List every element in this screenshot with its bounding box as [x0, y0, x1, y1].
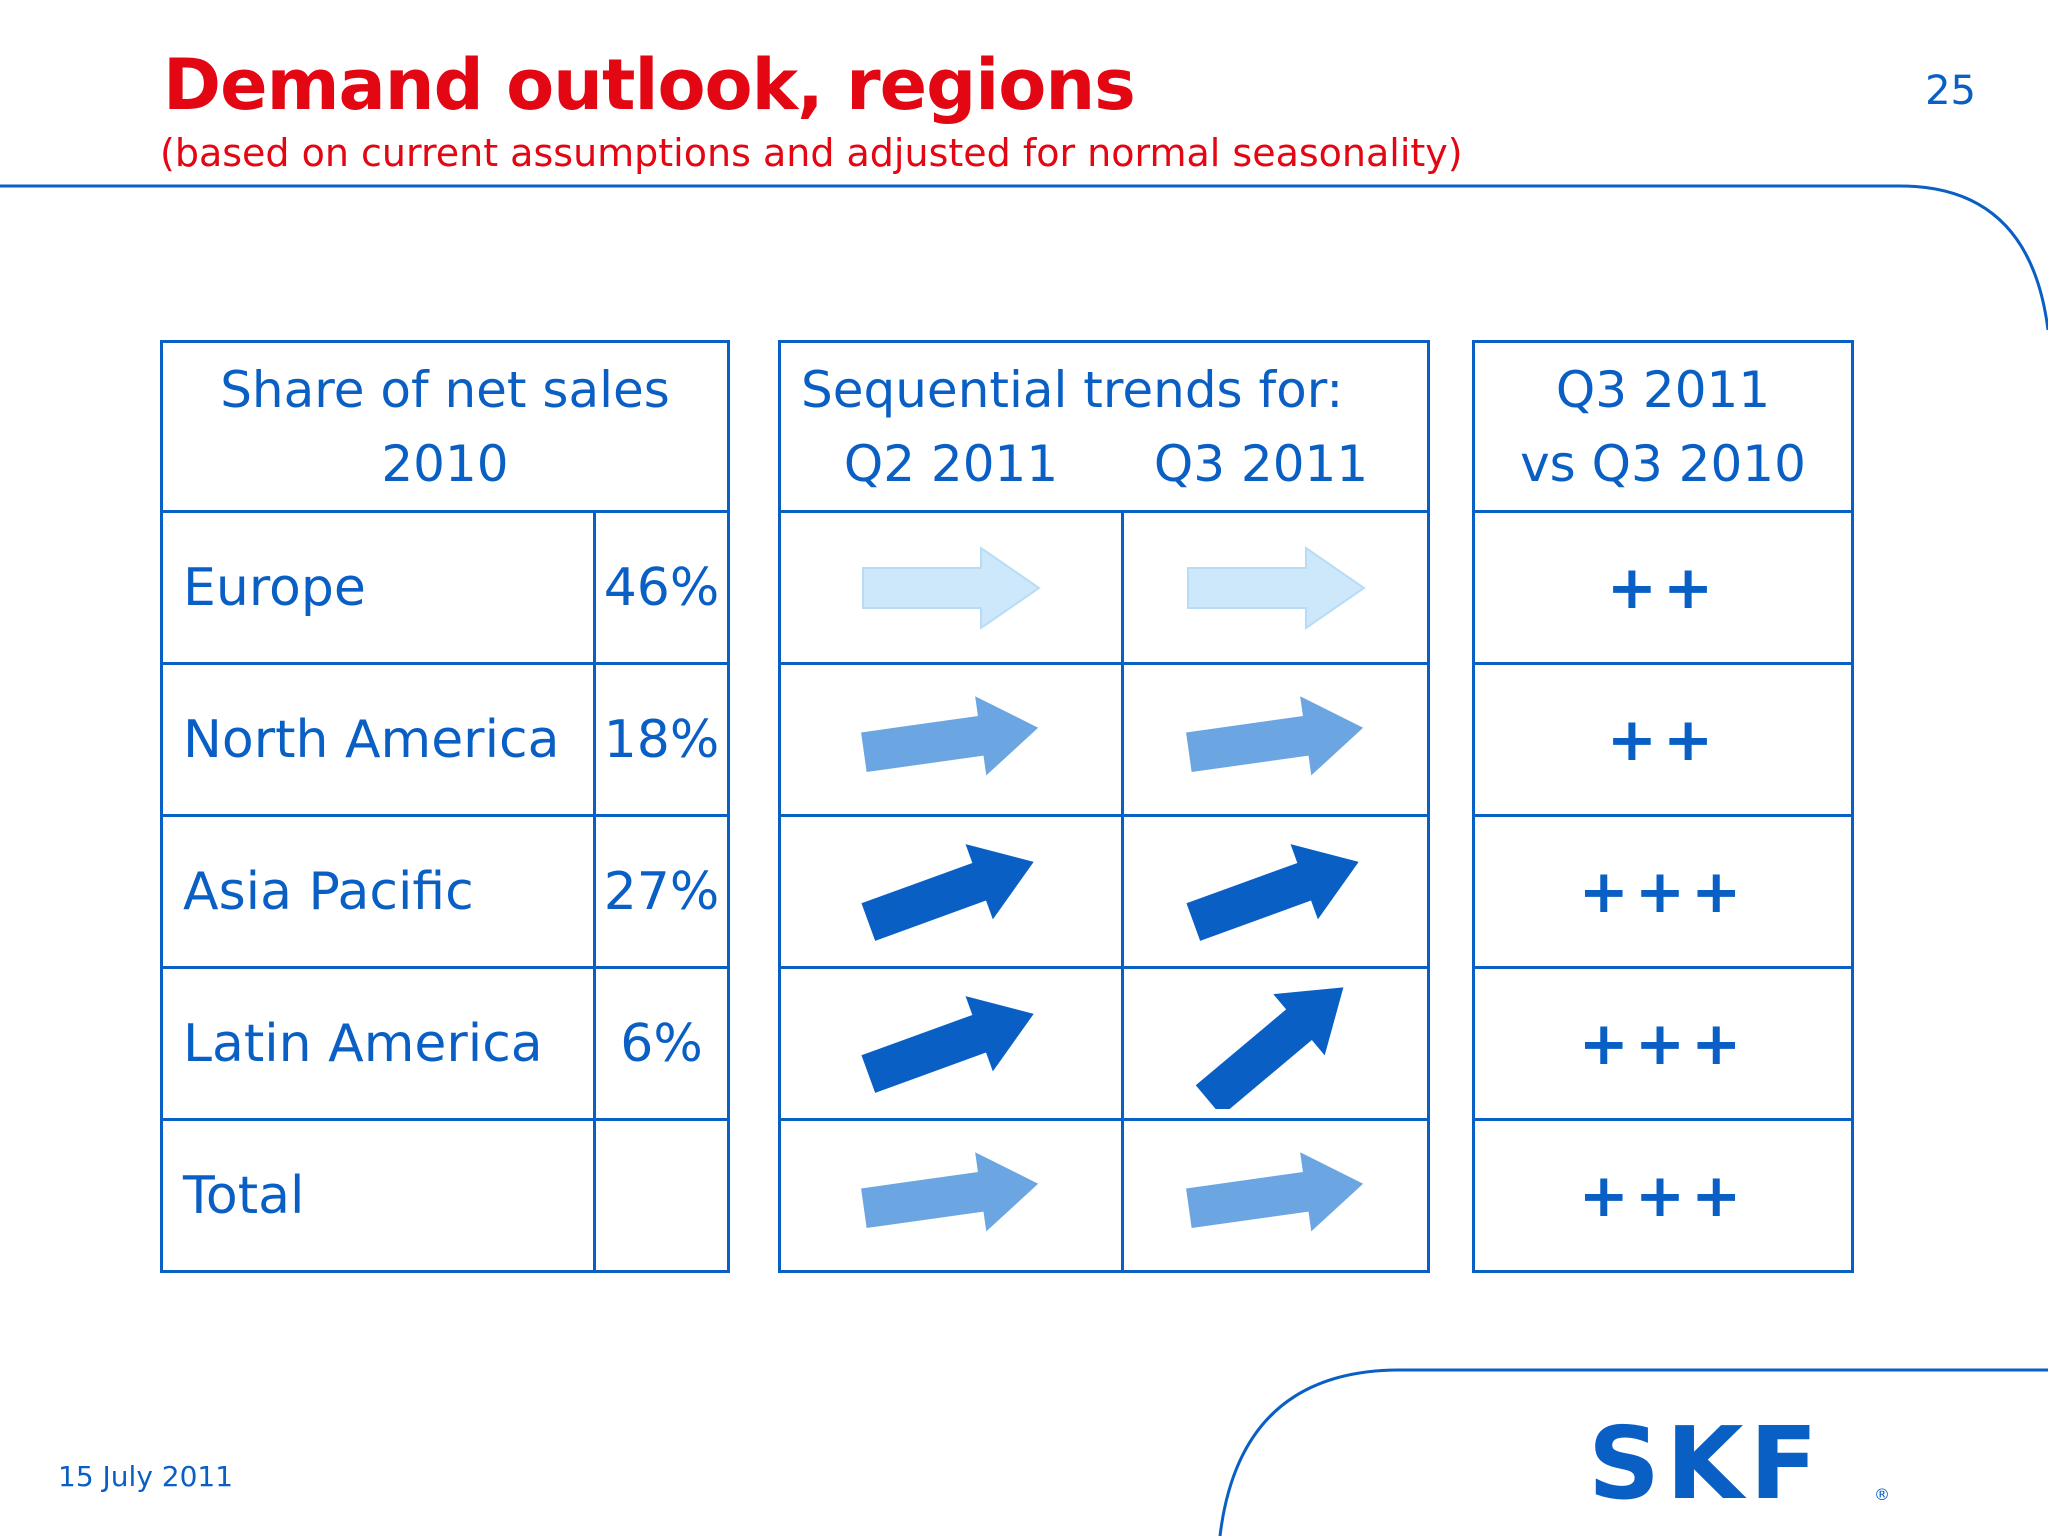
trend-cell-q2 — [778, 510, 1124, 665]
trend-cell-q3 — [1121, 1118, 1430, 1273]
table-row: North America 18% — [160, 662, 730, 817]
arrow-shape — [1185, 1151, 1363, 1231]
region-label: Total — [160, 1118, 596, 1273]
region-share: 6% — [593, 966, 730, 1121]
region-label: Asia Pacific — [160, 814, 596, 969]
region-label: Latin America — [160, 966, 596, 1121]
table-row — [778, 966, 1430, 1121]
sequential-trends-table: Sequential trends for: Q2 2011 Q3 2011 — [778, 340, 1430, 1273]
trend-cell-q3 — [1121, 510, 1430, 665]
table-row: ++ — [1472, 662, 1854, 817]
region-label: Europe — [160, 510, 596, 665]
trend-arrow-icon — [1185, 1151, 1363, 1231]
table-row — [778, 814, 1430, 969]
arrow-shape — [861, 1151, 1039, 1231]
logo-registered-mark: ® — [1874, 1485, 1890, 1504]
table-row — [778, 662, 1430, 817]
trend-arrow-icon — [1195, 986, 1343, 1109]
arrow-shape — [1185, 843, 1359, 941]
yoy-header-line1: Q3 2011 — [1555, 360, 1771, 419]
table-row: Europe 46% — [160, 510, 730, 665]
arrow-shape — [861, 843, 1034, 941]
region-share — [593, 1118, 730, 1273]
arrow-shape — [1195, 986, 1343, 1109]
region-share: 18% — [593, 662, 730, 817]
share-of-net-sales-table: Share of net sales 2010 Europe 46% North… — [160, 340, 730, 1273]
trend-arrow-icon — [1186, 545, 1366, 630]
yoy-rating: +++ — [1472, 966, 1854, 1121]
trend-arrow-icon — [1185, 843, 1359, 941]
table-row: +++ — [1472, 1118, 1854, 1273]
region-share: 27% — [593, 814, 730, 969]
table-row — [778, 1118, 1430, 1273]
trend-cell-q2 — [778, 1118, 1124, 1273]
trend-cell-q3 — [1121, 966, 1430, 1121]
trends-col-q2: Q2 2011 — [843, 434, 1059, 493]
yoy-header-line2: vs Q3 2010 — [1520, 434, 1806, 493]
share-table-header: Share of net sales 2010 — [160, 340, 730, 513]
table-row: +++ — [1472, 814, 1854, 969]
region-share: 46% — [593, 510, 730, 665]
arrow-shape — [861, 695, 1039, 775]
page-title: Demand outlook, regions — [163, 44, 1136, 126]
trends-col-q3: Q3 2011 — [1153, 434, 1369, 493]
table-row: Latin America 6% — [160, 966, 730, 1121]
arrow-shape — [1186, 545, 1366, 630]
yoy-rating: ++ — [1472, 510, 1854, 665]
trend-arrow-icon — [861, 843, 1034, 941]
page-number: 25 — [1925, 68, 1976, 114]
table-row — [778, 510, 1430, 665]
table-row: +++ — [1472, 966, 1854, 1121]
trend-arrow-icon — [862, 545, 1041, 630]
trend-cell-q2 — [778, 662, 1124, 817]
trend-cell-q2 — [778, 966, 1124, 1121]
arrow-shape — [1185, 695, 1363, 775]
trend-arrow-icon — [1185, 695, 1363, 775]
yoy-rating: +++ — [1472, 814, 1854, 969]
yoy-rating: ++ — [1472, 662, 1854, 817]
yoy-rating: +++ — [1472, 1118, 1854, 1273]
trends-table-header: Sequential trends for: Q2 2011 Q3 2011 — [778, 340, 1430, 513]
arrow-shape — [861, 995, 1034, 1093]
table-row: Asia Pacific 27% — [160, 814, 730, 969]
table-row: ++ — [1472, 510, 1854, 665]
arrow-shape — [862, 545, 1041, 630]
trend-cell-q2 — [778, 814, 1124, 969]
region-label: North America — [160, 662, 596, 817]
trend-cell-q3 — [1121, 814, 1430, 969]
share-header-line1: Share of net sales — [220, 360, 670, 419]
trend-arrow-icon — [861, 995, 1034, 1093]
trend-cell-q3 — [1121, 662, 1430, 817]
logo-wordmark: SKF — [1588, 1414, 1824, 1504]
skf-logo: SKF ® — [1588, 1414, 1890, 1504]
trend-arrow-icon — [861, 695, 1039, 775]
table-row: Total — [160, 1118, 730, 1273]
trends-header-line1: Sequential trends for: — [801, 360, 1344, 419]
yoy-comparison-table: Q3 2011 vs Q3 2010 ++ ++ +++ +++ +++ — [1472, 340, 1854, 1273]
share-header-line2: 2010 — [381, 434, 509, 493]
trend-arrow-icon — [861, 1151, 1039, 1231]
yoy-table-header: Q3 2011 vs Q3 2010 — [1472, 340, 1854, 513]
page-subtitle: (based on current assumptions and adjust… — [160, 131, 1463, 175]
footer-date: 15 July 2011 — [58, 1460, 234, 1493]
